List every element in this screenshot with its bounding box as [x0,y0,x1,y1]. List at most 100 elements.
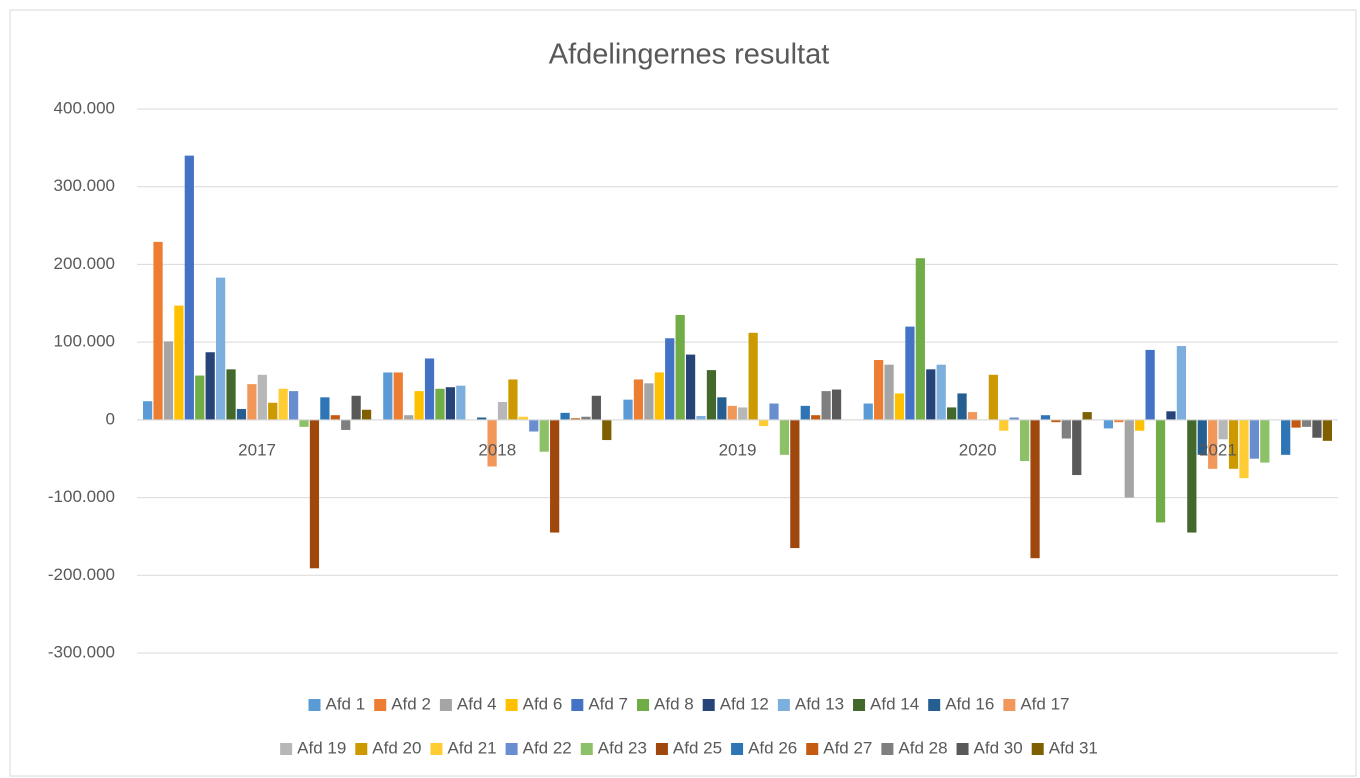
bar [936,364,946,420]
legend-swatch [702,699,715,711]
bar [915,258,925,420]
bar [1218,419,1228,440]
bar [330,415,340,420]
bar [863,403,873,420]
bar [1208,419,1218,469]
bar [779,419,790,455]
y-tick-label: -100.000 [48,487,115,506]
y-tick-label: 300.000 [54,176,115,195]
bar [278,388,288,420]
legend-label: Afd 19 [297,738,346,757]
bar [947,407,957,420]
bar [215,277,226,420]
legend-label: Afd 8 [654,694,694,713]
bar [727,405,737,420]
bar [143,401,153,420]
legend-swatch [777,699,790,711]
legend-label: Afd 4 [457,694,497,713]
bar [1322,419,1332,441]
bar [957,393,967,420]
x-tick-label: 2020 [959,440,997,459]
y-tick-label: 200.000 [54,254,115,273]
bar [602,419,612,441]
y-tick-label: 100.000 [54,332,115,351]
bar [821,391,831,420]
bar [247,384,257,420]
bar [884,364,894,420]
bar [644,383,654,420]
legend-label: Afd 16 [945,694,994,713]
bar [351,395,361,420]
legend-row: Afd 19 Afd 20 Afd 21 Afd 22 Afd 23 Afd 25 Afd … [280,738,1098,757]
legend-label: Afd 12 [720,694,769,713]
bar [1228,419,1239,469]
legend-label: Afd 25 [673,738,722,757]
bar [550,419,560,533]
x-tick-label: 2019 [719,440,757,459]
bar [675,314,685,420]
y-tick-label: 400.000 [54,98,115,117]
bar [1072,419,1082,476]
legend-label: Afd 1 [326,694,366,713]
legend-swatch [1003,699,1016,711]
legend-swatch [731,743,744,755]
legend-swatch [956,743,969,755]
bar [769,403,779,420]
bar [477,417,487,420]
bar [1103,419,1114,429]
bar [591,395,601,420]
bar [1030,419,1040,559]
bar [581,416,591,420]
y-tick-label: -300.000 [48,642,115,661]
bar [1312,419,1322,438]
legend-swatch [280,743,293,755]
legend-swatch [571,699,584,711]
legend-label: Afd 31 [1049,738,1098,757]
bar [236,408,247,420]
bar [758,419,769,427]
bar [1281,419,1291,455]
legend-row: Afd 1 Afd 2 Afd 4 Afd 6 Afd 7 Afd 8 Afd 12 Afd … [308,694,1070,713]
bar [404,415,414,420]
bar [1291,419,1301,428]
legend-label: Afd 14 [870,694,919,713]
bar [424,358,435,420]
bar [320,397,330,420]
bar [497,401,508,420]
legend-label: Afd 20 [372,738,421,757]
legend-swatch [928,699,941,711]
bar [288,391,299,420]
bar [790,419,800,549]
legend-swatch [505,743,518,755]
bar [685,354,696,420]
bar [1020,419,1030,462]
bar [1124,419,1134,498]
legend-label: Afd 2 [391,694,431,713]
bar [905,326,915,420]
bar [539,419,549,452]
x-tick-label: 2017 [238,440,276,459]
legend-label: Afd 26 [748,738,797,757]
bar [1061,419,1071,439]
bar [435,388,445,420]
legend-label: Afd 27 [823,738,872,757]
bar [153,241,163,420]
bar [696,415,706,420]
legend-label: Afd 17 [1020,694,1069,713]
bar [1040,415,1051,420]
bar [831,389,842,420]
bar [1187,419,1197,533]
bar [487,419,497,467]
bar [341,419,351,430]
bar [967,412,978,420]
bar [195,375,205,420]
legend-swatch [853,699,866,711]
bar [205,352,215,420]
y-tick-label: 0 [106,409,115,428]
bar [309,419,320,569]
bar [1051,419,1061,423]
chart-title: Afdelingernes resultat [549,39,830,71]
bar [456,385,466,420]
legend-label: Afd 6 [523,694,563,713]
